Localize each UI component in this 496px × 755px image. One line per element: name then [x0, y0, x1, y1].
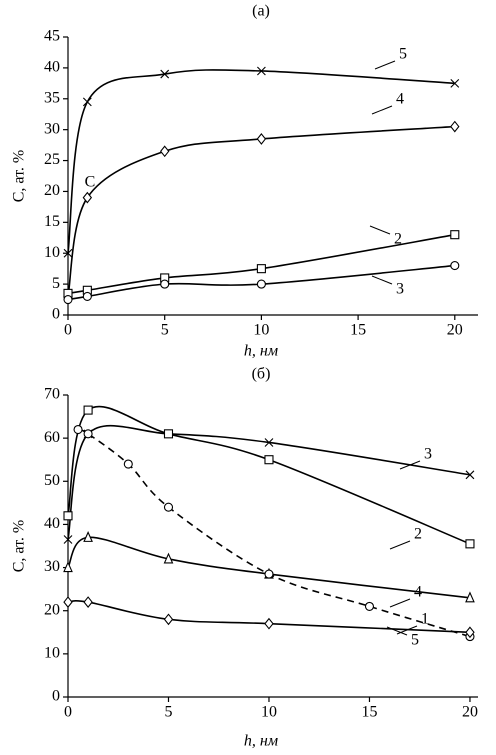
- chart-title: (а): [252, 3, 270, 20]
- y-tick-label: 45: [44, 28, 60, 45]
- x-tick-label: 15: [350, 322, 366, 339]
- marker: [63, 511, 73, 521]
- series-line: [77, 428, 471, 638]
- y-axis-label: C, ат. %: [11, 150, 28, 202]
- label-leader: [369, 225, 391, 235]
- y-tick-label: 35: [44, 89, 60, 106]
- marker: [450, 78, 460, 88]
- y-axis-label: C, ат. %: [11, 520, 28, 572]
- x-tick-label: 0: [64, 322, 72, 339]
- marker: [256, 279, 266, 289]
- marker: [465, 591, 475, 603]
- x-tick-label: 5: [164, 704, 172, 721]
- series-line: [67, 125, 455, 297]
- marker: [264, 569, 274, 579]
- marker: [82, 291, 92, 302]
- marker: [63, 535, 73, 544]
- annotation: C: [85, 174, 96, 191]
- y-tick-label: 40: [44, 59, 60, 76]
- marker: [82, 191, 93, 204]
- y-tick-label: 20: [44, 182, 60, 199]
- x-tick-label: 10: [261, 704, 277, 721]
- marker: [73, 424, 83, 435]
- chart-title: (б): [252, 366, 271, 383]
- marker: [83, 405, 93, 415]
- marker: [163, 613, 174, 626]
- marker: [163, 552, 174, 564]
- label-leader: [399, 460, 421, 470]
- series-label: 4: [396, 91, 404, 108]
- marker: [163, 429, 174, 439]
- marker: [123, 459, 133, 469]
- x-tick-label: 20: [447, 322, 463, 339]
- y-tick-label: 70: [44, 386, 60, 403]
- x-axis-label: h, нм: [244, 733, 278, 750]
- marker: [450, 261, 460, 271]
- marker: [257, 66, 266, 76]
- marker: [264, 617, 274, 630]
- marker: [63, 596, 73, 608]
- x-tick-label: 5: [161, 322, 169, 339]
- series-label: 5: [399, 46, 407, 63]
- marker: [160, 279, 170, 289]
- x-axis-label: h, нм: [244, 343, 278, 360]
- series-label: 3: [424, 446, 432, 463]
- series-label: 3: [396, 281, 404, 298]
- marker: [63, 561, 73, 573]
- series-label: 2: [394, 231, 402, 248]
- series-line: [67, 424, 471, 540]
- series-label: 2: [414, 526, 422, 543]
- y-tick-label: 60: [44, 429, 60, 446]
- y-tick-label: 15: [44, 213, 60, 230]
- x-tick-label: 20: [462, 704, 478, 721]
- y-tick-label: 30: [44, 120, 60, 137]
- marker: [163, 502, 174, 512]
- marker: [63, 248, 73, 258]
- series-label: 5: [411, 632, 419, 649]
- marker: [450, 230, 460, 240]
- marker: [82, 97, 92, 107]
- marker: [159, 145, 170, 158]
- y-tick-label: 20: [44, 601, 60, 618]
- series-label: 1: [421, 611, 429, 628]
- series-line: [67, 536, 471, 599]
- label-leader: [389, 598, 411, 608]
- marker: [364, 601, 375, 611]
- marker: [465, 470, 475, 480]
- y-tick-label: 25: [44, 151, 60, 168]
- marker: [63, 295, 73, 305]
- y-tick-label: 50: [44, 472, 60, 489]
- y-tick-label: 0: [52, 688, 60, 705]
- marker: [465, 539, 475, 549]
- y-tick-label: 30: [44, 558, 60, 575]
- y-tick-label: 40: [44, 515, 60, 532]
- label-leader: [374, 60, 396, 70]
- label-leader: [371, 105, 393, 115]
- y-tick-label: 5: [52, 275, 60, 292]
- marker: [264, 438, 274, 447]
- y-tick-label: 10: [44, 244, 60, 261]
- marker: [160, 69, 170, 79]
- label-leader: [386, 626, 408, 636]
- x-tick-label: 0: [64, 704, 72, 721]
- x-tick-label: 10: [253, 322, 269, 339]
- marker: [83, 596, 93, 608]
- marker: [256, 133, 267, 145]
- label-leader: [389, 540, 411, 550]
- marker: [83, 531, 93, 542]
- x-tick-label: 15: [361, 704, 377, 721]
- marker: [256, 264, 266, 274]
- label-leader: [371, 275, 393, 285]
- y-tick-label: 10: [44, 645, 60, 662]
- y-tick-label: 0: [52, 306, 60, 323]
- marker: [83, 429, 93, 439]
- marker: [264, 455, 274, 465]
- marker: [465, 626, 475, 639]
- marker: [450, 120, 460, 133]
- series-label: 4: [414, 584, 422, 601]
